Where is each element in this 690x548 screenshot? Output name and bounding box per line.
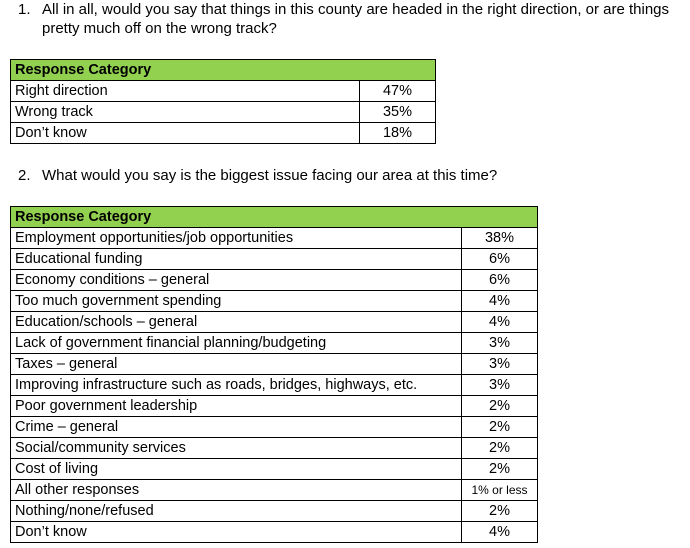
table-row: Crime – general 2% xyxy=(10,416,538,438)
question-2-number: 2. xyxy=(18,167,31,184)
table-header-row: Response Category xyxy=(10,206,538,228)
table-row: Taxes – general 3% xyxy=(10,353,538,375)
table-header-row: Response Category xyxy=(10,59,436,81)
table-row: Educational funding 6% xyxy=(10,248,538,270)
response-value: 6% xyxy=(461,248,538,270)
table-row: Poor government leadership 2% xyxy=(10,395,538,417)
response-label: Nothing/none/refused xyxy=(10,500,462,522)
table-row: Nothing/none/refused 2% xyxy=(10,500,538,522)
question-1: 1. All in all, would you say that things… xyxy=(18,0,690,40)
table-row: Cost of living 2% xyxy=(10,458,538,480)
question-1-number: 1. xyxy=(18,1,31,18)
question-2-table: Response Category Employment opportuniti… xyxy=(10,206,538,543)
response-label: Lack of government financial planning/bu… xyxy=(10,332,462,354)
response-label: Poor government leadership xyxy=(10,395,462,417)
question-2-text: What would you say is the biggest issue … xyxy=(42,167,498,184)
response-value: 2% xyxy=(461,437,538,459)
table-row: Education/schools – general 4% xyxy=(10,311,538,333)
response-label: Social/community services xyxy=(10,437,462,459)
response-value: 2% xyxy=(461,416,538,438)
response-value: 2% xyxy=(461,395,538,417)
response-label: Right direction xyxy=(10,80,360,102)
table-row: Right direction 47% xyxy=(10,80,436,102)
response-value: 4% xyxy=(461,311,538,333)
response-label: Wrong track xyxy=(10,101,360,123)
table-header: Response Category xyxy=(10,206,538,228)
question-1-text-line2: pretty much off on the wrong track? xyxy=(42,20,277,37)
response-value: 1% or less xyxy=(461,479,538,501)
response-value: 2% xyxy=(461,500,538,522)
response-value: 2% xyxy=(461,458,538,480)
table-row: Social/community services 2% xyxy=(10,437,538,459)
table-row: Economy conditions – general 6% xyxy=(10,269,538,291)
table-row: Too much government spending 4% xyxy=(10,290,538,312)
response-label: Education/schools – general xyxy=(10,311,462,333)
response-label: Improving infrastructure such as roads, … xyxy=(10,374,462,396)
response-value: 4% xyxy=(461,290,538,312)
table-row: Employment opportunities/job opportuniti… xyxy=(10,227,538,249)
table-header: Response Category xyxy=(10,59,436,81)
response-value: 3% xyxy=(461,332,538,354)
response-label: Taxes – general xyxy=(10,353,462,375)
response-label: Cost of living xyxy=(10,458,462,480)
response-label: All other responses xyxy=(10,479,462,501)
response-value: 3% xyxy=(461,374,538,396)
table-row: Don’t know 18% xyxy=(10,122,436,144)
question-2: 2. What would you say is the biggest iss… xyxy=(18,166,618,186)
response-label: Don’t know xyxy=(10,122,360,144)
response-label: Educational funding xyxy=(10,248,462,270)
response-label: Too much government spending xyxy=(10,290,462,312)
response-label: Don’t know xyxy=(10,521,462,543)
response-value: 47% xyxy=(359,80,436,102)
response-value: 35% xyxy=(359,101,436,123)
response-label: Economy conditions – general xyxy=(10,269,462,291)
response-value: 4% xyxy=(461,521,538,543)
response-value: 6% xyxy=(461,269,538,291)
question-1-table: Response Category Right direction 47% Wr… xyxy=(10,59,436,144)
table-row: All other responses 1% or less xyxy=(10,479,538,501)
table-row: Wrong track 35% xyxy=(10,101,436,123)
response-label: Employment opportunities/job opportuniti… xyxy=(10,227,462,249)
table-row: Don’t know 4% xyxy=(10,521,538,543)
response-label: Crime – general xyxy=(10,416,462,438)
response-value: 38% xyxy=(461,227,538,249)
table-row: Improving infrastructure such as roads, … xyxy=(10,374,538,396)
response-value: 3% xyxy=(461,353,538,375)
response-value: 18% xyxy=(359,122,436,144)
question-1-text-line1: All in all, would you say that things in… xyxy=(42,1,670,18)
table-row: Lack of government financial planning/bu… xyxy=(10,332,538,354)
